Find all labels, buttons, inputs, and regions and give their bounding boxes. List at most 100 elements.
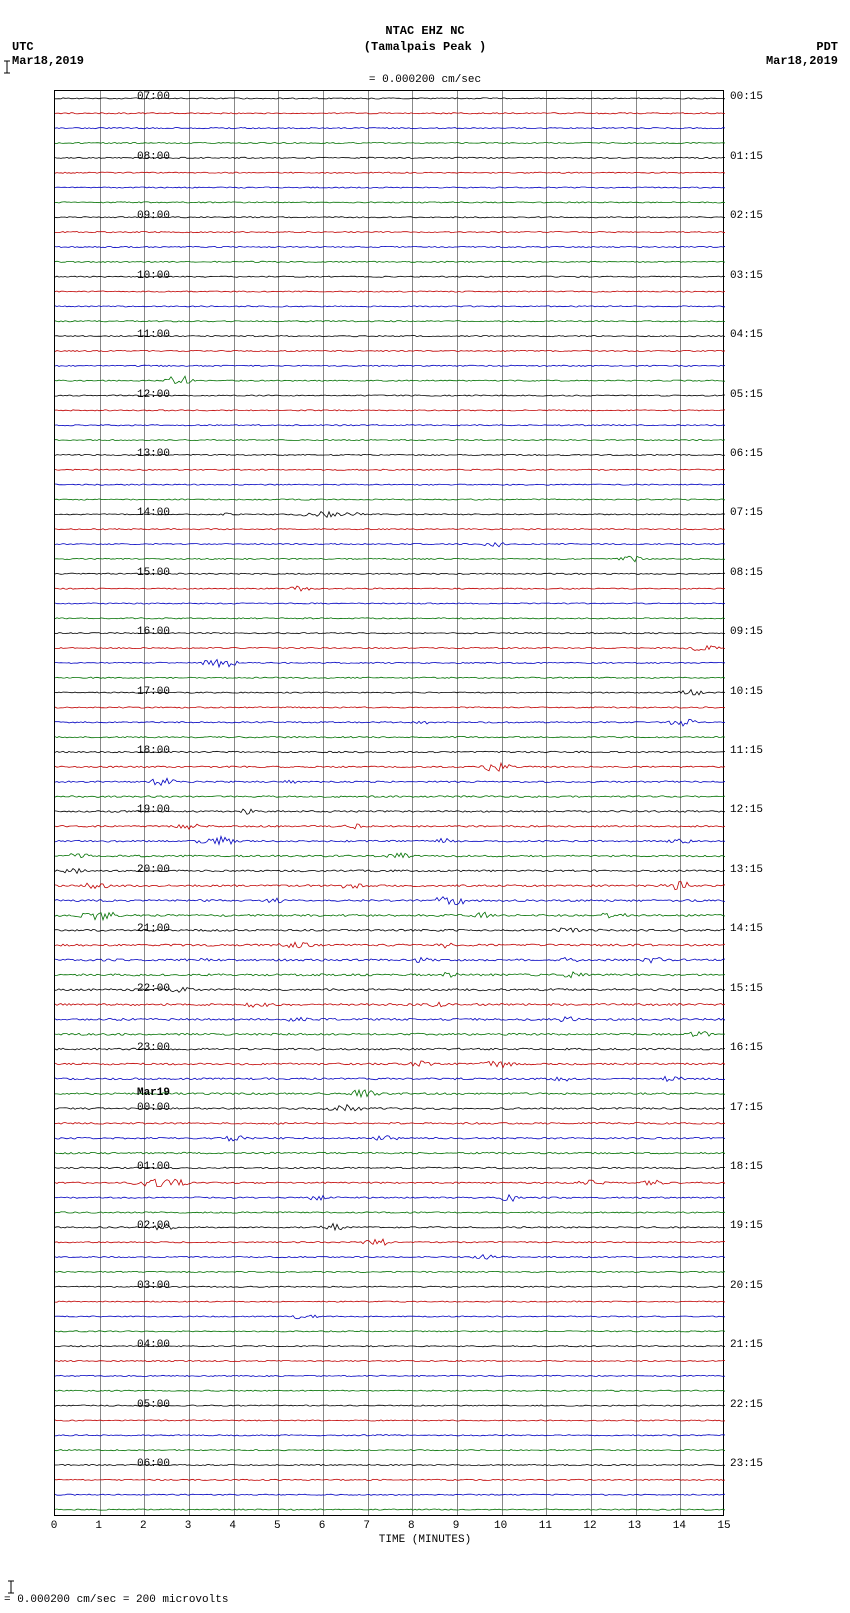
x-tick-label: 13	[628, 1520, 641, 1532]
seismic-trace	[55, 246, 725, 247]
pdt-time-label: 10:15	[730, 686, 840, 698]
seismic-trace	[55, 958, 725, 963]
date-left: Mar18,2019	[12, 54, 84, 68]
pdt-time-label: 00:15	[730, 91, 840, 103]
utc-time-label: 16:00	[60, 626, 170, 638]
footer-scale: = 0.000200 cm/sec = 200 microvolts	[4, 1580, 228, 1606]
x-tick-label: 9	[453, 1520, 460, 1532]
utc-time-label: 03:00	[60, 1280, 170, 1292]
utc-time-label: 13:00	[60, 448, 170, 460]
seismic-trace	[55, 972, 725, 978]
seismic-trace	[55, 113, 725, 114]
seismic-trace	[55, 897, 725, 905]
seismic-trace	[55, 499, 725, 500]
utc-time-label: 20:00	[60, 864, 170, 876]
seismic-trace	[55, 1076, 725, 1081]
pdt-time-label: 20:15	[730, 1280, 840, 1292]
seismic-trace	[55, 719, 725, 726]
seismic-trace	[55, 1420, 725, 1421]
x-tick-label: 15	[717, 1520, 730, 1532]
utc-time-label: 22:00	[60, 983, 170, 995]
seismic-trace	[55, 1255, 725, 1260]
seismic-trace	[55, 1450, 725, 1451]
seismic-trace	[55, 484, 725, 485]
utc-time-label: 04:00	[60, 1339, 170, 1351]
utc-time-label: 02:00	[60, 1220, 170, 1232]
x-tick-label: 11	[539, 1520, 552, 1532]
seismic-trace	[55, 912, 725, 920]
seismic-trace	[55, 1061, 725, 1068]
utc-time-label: 15:00	[60, 567, 170, 579]
seismic-trace	[55, 1509, 725, 1510]
seismic-trace	[55, 836, 725, 844]
pdt-time-label: 12:15	[730, 804, 840, 816]
x-tick-label: 5	[274, 1520, 281, 1532]
pdt-time-label: 03:15	[730, 270, 840, 282]
pdt-time-label: 14:15	[730, 923, 840, 935]
utc-time-label: 17:00	[60, 686, 170, 698]
seismic-trace	[55, 232, 725, 233]
pdt-time-label: 18:15	[730, 1161, 840, 1173]
utc-time-label: 11:00	[60, 329, 170, 341]
pdt-time-label: 21:15	[730, 1339, 840, 1351]
utc-time-label: 09:00	[60, 210, 170, 222]
seismic-trace	[55, 1494, 725, 1495]
seismic-trace	[55, 1301, 725, 1302]
seismic-trace	[55, 202, 725, 203]
utc-time-label: 12:00	[60, 389, 170, 401]
seismic-trace	[55, 1435, 725, 1436]
pdt-time-label: 07:15	[730, 507, 840, 519]
seismic-trace	[55, 556, 725, 562]
seismic-trace	[55, 142, 725, 143]
seismic-trace	[55, 425, 725, 426]
pdt-time-label: 22:15	[730, 1399, 840, 1411]
x-tick-label: 3	[185, 1520, 192, 1532]
seismic-trace	[55, 1032, 725, 1037]
utc-time-label: 14:00	[60, 507, 170, 519]
utc-time-label: 00:00	[60, 1102, 170, 1114]
pdt-time-label: 15:15	[730, 983, 840, 995]
seismic-trace	[55, 1212, 725, 1213]
scale-bar: = 0.000200 cm/sec	[0, 60, 850, 86]
seismic-trace	[55, 1002, 725, 1007]
seismic-trace	[55, 261, 725, 262]
pdt-time-label: 06:15	[730, 448, 840, 460]
pdt-time-label: 02:15	[730, 210, 840, 222]
pdt-time-label: 09:15	[730, 626, 840, 638]
seismic-trace	[55, 1136, 725, 1141]
seismic-trace	[55, 646, 725, 651]
footer-scale-text: = 0.000200 cm/sec = 200 microvolts	[4, 1594, 228, 1606]
station-subtitle: (Tamalpais Peak )	[0, 40, 850, 54]
x-tick-label: 12	[583, 1520, 596, 1532]
seismic-trace	[55, 1239, 725, 1245]
x-tick-label: 1	[95, 1520, 102, 1532]
x-tick-label: 10	[494, 1520, 507, 1532]
seismic-trace	[55, 853, 725, 858]
x-tick-label: 6	[319, 1520, 326, 1532]
pdt-time-label: 13:15	[730, 864, 840, 876]
seismic-trace	[55, 365, 725, 366]
seismic-trace	[55, 543, 725, 547]
seismic-trace	[55, 707, 725, 708]
utc-time-label: 07:00	[60, 91, 170, 103]
helicorder-plot	[54, 90, 724, 1516]
seismic-trace	[55, 440, 725, 441]
seismic-trace	[55, 469, 725, 470]
pdt-time-label: 23:15	[730, 1458, 840, 1470]
x-tick-label: 7	[363, 1520, 370, 1532]
seismic-trace	[55, 1331, 725, 1332]
seismic-trace	[55, 1152, 725, 1154]
seismic-trace	[55, 618, 725, 619]
seismic-trace	[55, 778, 725, 785]
seismogram-container: NTAC EHZ NC (Tamalpais Peak ) = 0.000200…	[0, 0, 850, 1613]
seismic-trace	[55, 321, 725, 322]
seismic-trace	[55, 1315, 725, 1319]
pdt-time-label: 16:15	[730, 1042, 840, 1054]
date-right: Mar18,2019	[766, 54, 838, 68]
seismic-trace	[55, 1017, 725, 1022]
pdt-time-label: 01:15	[730, 151, 840, 163]
seismic-trace	[55, 172, 725, 173]
x-tick-label: 2	[140, 1520, 147, 1532]
x-tick-label: 14	[673, 1520, 686, 1532]
seismic-trace	[55, 350, 725, 351]
